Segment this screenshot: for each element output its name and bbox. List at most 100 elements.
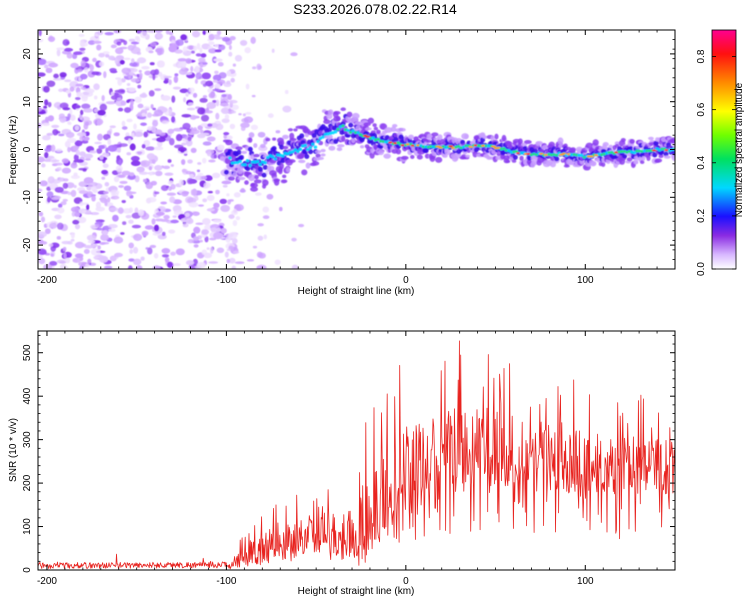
- signal-halo: [225, 139, 233, 146]
- noise-blob: [175, 133, 183, 142]
- noise-blob: [170, 164, 174, 167]
- noise-blob: [196, 43, 201, 50]
- noise-blob: [166, 261, 173, 268]
- noise-blob: [193, 244, 199, 248]
- noise-blob: [72, 104, 81, 109]
- noise-blob: [174, 73, 179, 77]
- noise-blob: [140, 122, 147, 126]
- signal-halo: [400, 155, 409, 160]
- noise-blob: [78, 33, 85, 38]
- noise-blob: [257, 235, 264, 241]
- signal-halo: [633, 161, 639, 165]
- noise-blob: [175, 248, 185, 256]
- noise-blob: [197, 125, 203, 131]
- noise-blob: [137, 84, 142, 89]
- signal-halo: [275, 130, 281, 134]
- noise-blob: [42, 122, 50, 126]
- noise-blob: [214, 49, 222, 53]
- noise-blob: [155, 170, 163, 177]
- noise-blob: [161, 120, 169, 125]
- colorbar-label: Normalized spectral amplitude: [734, 82, 745, 217]
- noise-blob: [114, 252, 123, 258]
- noise-blob: [98, 255, 109, 263]
- signal-halo: [235, 146, 243, 151]
- colorbar-ticks: 0.0 0.2 0.4 0.6 0.8: [696, 49, 736, 276]
- snr-xtick-label: -200: [37, 576, 57, 587]
- snr-xlabel: Height of straight line (km): [298, 586, 415, 597]
- noise-blob: [186, 107, 196, 111]
- signal-halo: [265, 137, 271, 142]
- noise-blob: [202, 218, 211, 225]
- signal-halo: [626, 157, 633, 162]
- noise-blob: [79, 73, 88, 80]
- signal-halo: [341, 135, 346, 142]
- noise-blob: [183, 97, 187, 103]
- noise-blob: [155, 211, 165, 216]
- noise-blob: [201, 175, 207, 180]
- noise-blob: [170, 251, 176, 256]
- spectrogram-ytick-label: -20: [22, 237, 33, 252]
- noise-blob: [134, 175, 140, 183]
- noise-blob: [246, 259, 255, 262]
- signal-halo: [576, 148, 582, 154]
- noise-blob: [144, 70, 152, 76]
- noise-blob: [131, 224, 141, 229]
- noise-blob: [181, 113, 192, 118]
- noise-blob: [219, 198, 227, 205]
- noise-blob: [97, 133, 103, 141]
- noise-blob: [117, 107, 124, 112]
- page-title: S233.2026.078.02.22.R14: [293, 1, 457, 17]
- signal-halo: [240, 188, 245, 193]
- noise-blob: [173, 75, 179, 84]
- noise-blob: [109, 125, 116, 129]
- noise-blob: [128, 38, 136, 42]
- noise-blob: [38, 72, 46, 77]
- noise-blob: [142, 178, 147, 183]
- noise-blob: [187, 102, 194, 106]
- noise-blob: [77, 216, 87, 224]
- noise-blob: [83, 67, 89, 73]
- noise-blob: [212, 172, 221, 179]
- snr-ytick-label: 500: [22, 344, 33, 361]
- signal-core-green: [617, 150, 621, 153]
- noise-blob: [83, 249, 90, 254]
- noise-blob: [94, 141, 102, 145]
- noise-blob: [182, 223, 189, 228]
- noise-blob: [62, 246, 67, 252]
- signal-core: [291, 150, 295, 154]
- noise-blob: [100, 197, 108, 204]
- noise-blob: [212, 79, 218, 83]
- signal-core-green: [660, 147, 664, 151]
- noise-blob: [161, 254, 170, 258]
- noise-blob: [136, 57, 147, 64]
- noise-blob: [208, 33, 215, 41]
- signal-core: [228, 156, 232, 160]
- noise-blob: [177, 58, 187, 62]
- noise-blob: [223, 82, 232, 88]
- noise-blob: [54, 186, 64, 193]
- noise-blob: [291, 264, 299, 269]
- signal-halo: [240, 150, 248, 155]
- noise-blob: [121, 170, 131, 176]
- spectrogram-xlabel: Height of straight line (km): [298, 286, 415, 297]
- noise-blob: [186, 177, 194, 185]
- noise-blob: [138, 72, 143, 79]
- signal-blue: [311, 133, 317, 139]
- noise-blob: [82, 136, 90, 142]
- noise-blob: [166, 192, 177, 196]
- noise-blob: [199, 239, 203, 243]
- noise-blob: [67, 137, 77, 143]
- noise-blob: [38, 58, 47, 66]
- noise-blob: [160, 184, 169, 192]
- noise-blob: [46, 132, 54, 136]
- noise-blob: [202, 30, 206, 35]
- signal-halo: [250, 182, 258, 188]
- noise-blob: [86, 234, 97, 241]
- signal-halo: [257, 131, 266, 138]
- signal-blue: [473, 147, 479, 153]
- signal-core: [333, 130, 338, 134]
- signal-blue: [262, 164, 268, 170]
- noise-blob: [197, 204, 205, 207]
- signal-core-green: [514, 150, 518, 153]
- signal-core: [265, 155, 270, 159]
